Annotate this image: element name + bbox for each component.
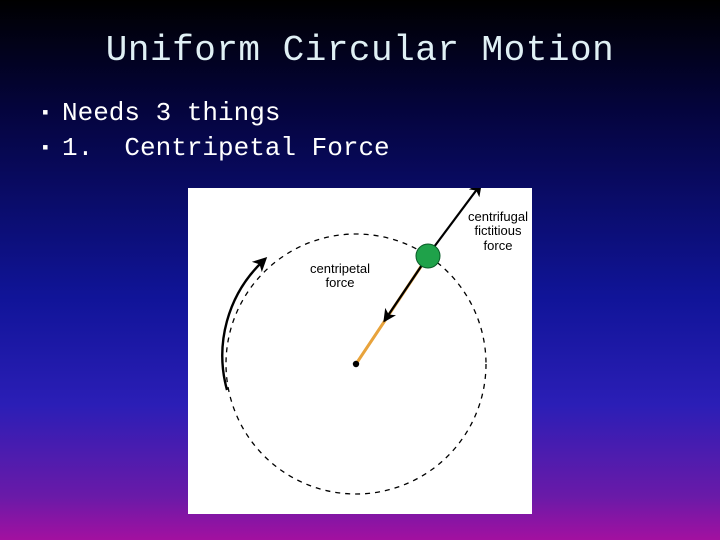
- bullet-list: ▪ Needs 3 things ▪ 1. Centripetal Force: [40, 96, 690, 166]
- center-dot: [353, 361, 359, 367]
- centripetal-arrow: [387, 265, 422, 317]
- bullet-marker-icon: ▪: [40, 140, 62, 158]
- slide-title: Uniform Circular Motion: [0, 30, 720, 71]
- ball-icon: [416, 244, 440, 268]
- bullet-text: Needs 3 things: [62, 96, 280, 131]
- slide: Uniform Circular Motion ▪ Needs 3 things…: [0, 0, 720, 540]
- bullet-item: ▪ Needs 3 things: [40, 96, 690, 131]
- bullet-item: ▪ 1. Centripetal Force: [40, 131, 690, 166]
- bullet-marker-icon: ▪: [40, 105, 62, 123]
- label-centripetal: centripetal force: [310, 262, 370, 291]
- circular-motion-figure: centripetal force centrifugal fictitious…: [188, 188, 532, 514]
- rotation-arrow: [222, 262, 262, 390]
- label-centrifugal: centrifugal fictitious force: [468, 210, 528, 253]
- bullet-text: 1. Centripetal Force: [62, 131, 390, 166]
